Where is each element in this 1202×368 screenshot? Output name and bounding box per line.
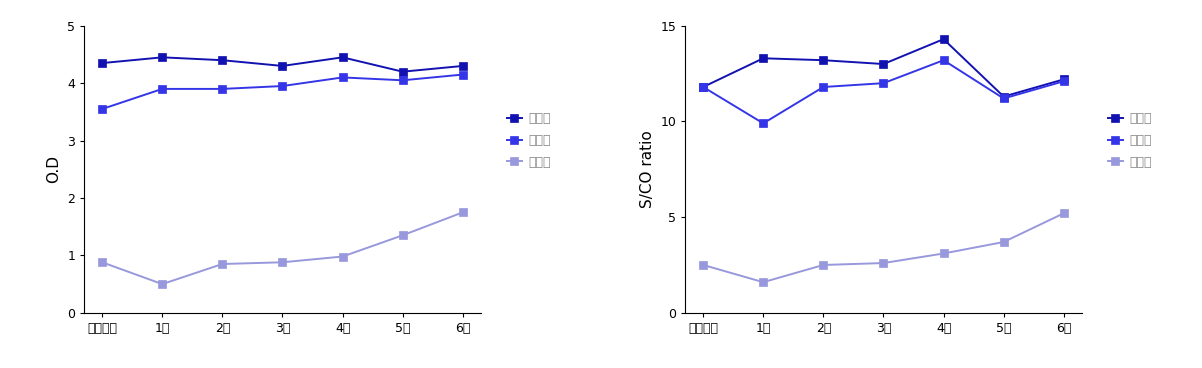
- 중농도: [275, 84, 290, 88]
- 저농도: [155, 282, 169, 286]
- Y-axis label: S/CO ratio: S/CO ratio: [639, 130, 655, 208]
- 저농도: [335, 254, 350, 259]
- 저농도: [696, 263, 710, 267]
- 고농도: [395, 70, 410, 74]
- 중농도: [215, 87, 230, 91]
- 고농도: [95, 61, 109, 65]
- 고농도: [816, 58, 831, 63]
- 고농도: [275, 64, 290, 68]
- 중농도: [395, 78, 410, 82]
- Y-axis label: O.D: O.D: [47, 155, 61, 183]
- 중농도: [1057, 79, 1071, 84]
- Line: 고농도: 고농도: [700, 35, 1067, 101]
- 고농도: [335, 55, 350, 60]
- 고농도: [876, 62, 891, 66]
- 중농도: [456, 72, 470, 77]
- 저농도: [1057, 211, 1071, 216]
- Line: 고농도: 고농도: [99, 53, 466, 76]
- 고농도: [696, 85, 710, 89]
- 중농도: [996, 96, 1011, 101]
- 저농도: [215, 262, 230, 266]
- Line: 저농도: 저농도: [700, 209, 1067, 286]
- 저농도: [275, 260, 290, 265]
- 중농도: [876, 81, 891, 85]
- 중농도: [816, 85, 831, 89]
- 중농도: [95, 107, 109, 111]
- 고농도: [456, 64, 470, 68]
- 고농도: [936, 37, 951, 41]
- Line: 중농도: 중농도: [700, 56, 1067, 128]
- 고농도: [215, 58, 230, 63]
- Line: 중농도: 중농도: [99, 70, 466, 113]
- 저농도: [395, 233, 410, 237]
- 고농도: [1057, 77, 1071, 82]
- 저농도: [816, 263, 831, 267]
- Line: 저농도: 저농도: [99, 208, 466, 288]
- Legend: 고농도, 중농도, 저농도: 고농도, 중농도, 저농도: [1103, 109, 1155, 173]
- 중농도: [155, 87, 169, 91]
- 저농도: [936, 251, 951, 256]
- 고농도: [756, 56, 770, 60]
- 저농도: [456, 210, 470, 215]
- 저농도: [756, 280, 770, 284]
- 고농도: [996, 94, 1011, 99]
- 저농도: [95, 260, 109, 265]
- Legend: 고농도, 중농도, 저농도: 고농도, 중농도, 저농도: [502, 109, 554, 173]
- 중농도: [335, 75, 350, 79]
- 저농도: [876, 261, 891, 265]
- 고농도: [155, 55, 169, 60]
- 저농도: [996, 240, 1011, 244]
- 중농도: [696, 85, 710, 89]
- 중농도: [756, 121, 770, 125]
- 중농도: [936, 58, 951, 63]
